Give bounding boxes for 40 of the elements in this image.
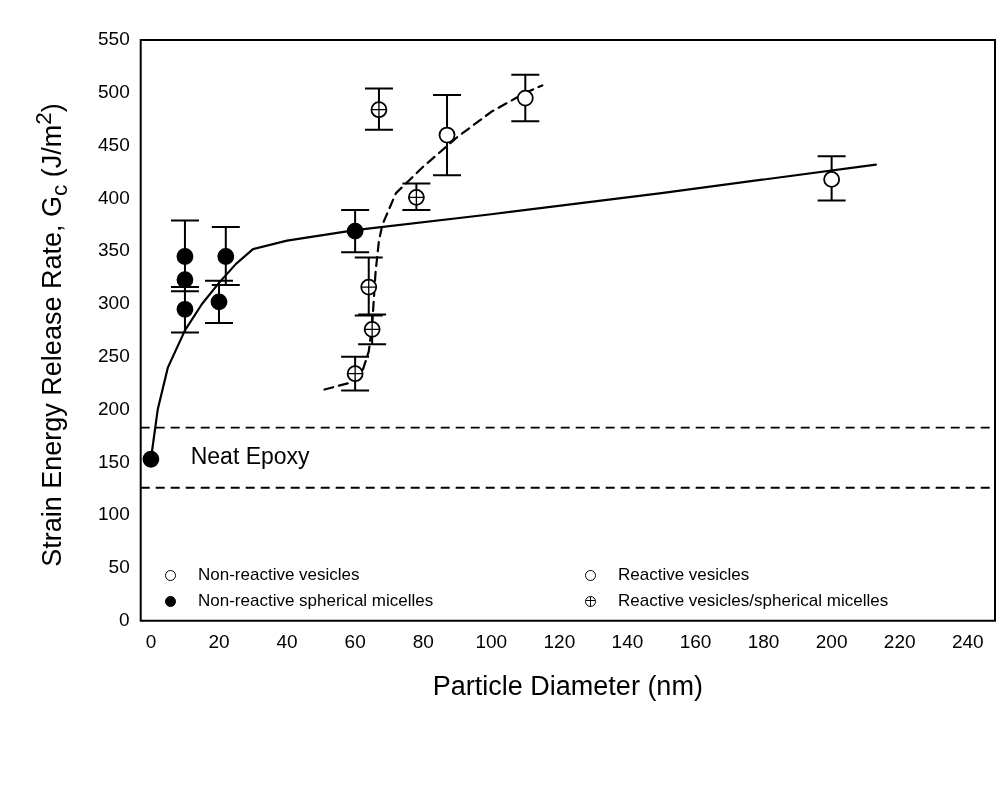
y-tick-label: 0 (119, 609, 130, 631)
x-tick-label: 180 (747, 631, 780, 653)
point (217, 248, 235, 265)
point (346, 222, 364, 240)
legend-label: Non-reactive vesicles (198, 565, 360, 585)
x-tick-label: 80 (412, 631, 434, 653)
y-tick-label: 200 (98, 397, 130, 419)
x-tick-label: 20 (208, 631, 230, 653)
point (176, 300, 194, 318)
x-tick-label: 60 (344, 631, 366, 653)
x-axis-title: Particle Diameter (nm) (432, 671, 703, 702)
y-tick-label: 250 (98, 345, 130, 367)
point (142, 450, 160, 468)
legend-label: Reactive vesicles/spherical micelles (618, 591, 889, 611)
point (176, 248, 194, 265)
legend-label: Non-reactive spherical micelles (198, 591, 434, 611)
point (516, 89, 534, 107)
y-tick-label: 50 (108, 556, 130, 578)
y-tick-label: 450 (98, 133, 130, 155)
legend-label: Reactive vesicles (618, 565, 750, 585)
x-tick-label: 200 (815, 631, 848, 653)
x-tick-label: 100 (475, 631, 508, 653)
x-tick-label: 160 (679, 631, 712, 653)
annotation: Neat Epoxy (190, 442, 311, 469)
x-tick-label: 40 (276, 631, 298, 653)
y-tick-label: 300 (98, 292, 130, 314)
y-tick-label: 350 (98, 239, 130, 261)
point (438, 126, 456, 144)
y-tick-label: 550 (98, 28, 130, 50)
x-tick-label: 0 (145, 631, 157, 653)
point (210, 293, 228, 311)
x-tick-label: 140 (611, 631, 644, 653)
x-tick-label: 120 (543, 631, 576, 653)
y-tick-label: 500 (98, 81, 130, 103)
y-tick-label: 100 (98, 503, 130, 525)
point (823, 170, 841, 188)
x-tick-label: 240 (951, 631, 984, 653)
x-tick-label: 220 (883, 631, 916, 653)
y-tick-label: 400 (98, 186, 130, 208)
y-tick-label: 150 (98, 450, 130, 472)
